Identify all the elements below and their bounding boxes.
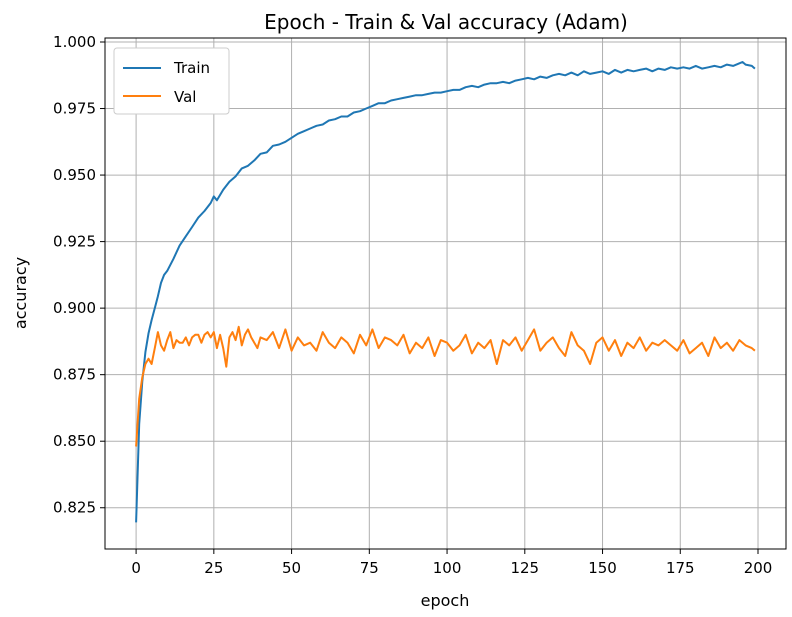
- y-tick-label: 1.000: [53, 33, 96, 51]
- y-tick-label: 0.950: [53, 166, 96, 184]
- x-tick-label: 125: [510, 559, 539, 577]
- x-tick-label: 0: [131, 559, 141, 577]
- legend-val-label: Val: [174, 88, 196, 106]
- y-axis-label: accuracy: [11, 257, 30, 329]
- x-tick-label: 200: [744, 559, 773, 577]
- chart-title: Epoch - Train & Val accuracy (Adam): [264, 10, 628, 34]
- x-axis-label: epoch: [421, 591, 470, 610]
- y-tick-label: 0.825: [53, 499, 96, 517]
- x-tick-label: 25: [204, 559, 223, 577]
- grid: [105, 38, 786, 549]
- legend-box: [113, 47, 230, 115]
- x-tick-label: 100: [433, 559, 462, 577]
- legend: Train Val: [113, 47, 230, 115]
- ticks: 0 25 50 75 100 125 150 175 200 0.825 0.850 0.875 0.9…: [53, 33, 772, 577]
- x-tick-label: 175: [666, 559, 695, 577]
- x-tick-label: 50: [282, 559, 301, 577]
- plot-frame: [104, 37, 787, 550]
- x-tick-label: 75: [360, 559, 379, 577]
- y-tick-label: 0.975: [53, 100, 96, 118]
- x-tick-label: 150: [588, 559, 617, 577]
- series-group: [135, 61, 756, 523]
- y-tick-label: 0.875: [53, 366, 96, 384]
- y-tick-label: 0.925: [53, 233, 96, 251]
- legend-train-label: Train: [173, 59, 210, 77]
- y-tick-label: 0.850: [53, 432, 96, 450]
- series-line-val: [135, 325, 756, 447]
- series-line-train: [135, 61, 756, 523]
- y-tick-label: 0.900: [53, 299, 96, 317]
